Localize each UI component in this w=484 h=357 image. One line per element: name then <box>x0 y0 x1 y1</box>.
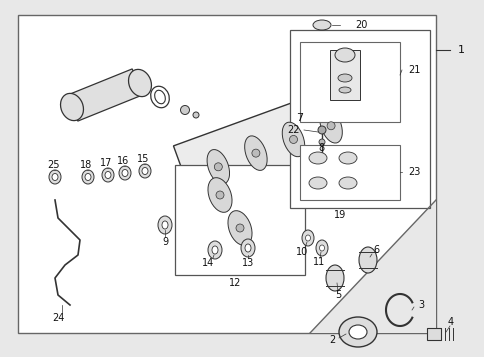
Ellipse shape <box>325 265 343 291</box>
Ellipse shape <box>193 112 198 118</box>
Ellipse shape <box>319 245 324 251</box>
Ellipse shape <box>302 230 313 246</box>
Bar <box>300 145 399 200</box>
Ellipse shape <box>49 170 61 184</box>
Ellipse shape <box>162 221 167 229</box>
Ellipse shape <box>338 177 356 189</box>
Ellipse shape <box>326 122 334 130</box>
Ellipse shape <box>60 94 83 121</box>
Ellipse shape <box>334 48 354 62</box>
Text: 15: 15 <box>136 154 149 164</box>
Ellipse shape <box>212 246 217 254</box>
Ellipse shape <box>308 152 326 164</box>
Ellipse shape <box>338 152 356 164</box>
Ellipse shape <box>207 150 229 184</box>
Text: 7: 7 <box>296 113 303 123</box>
Ellipse shape <box>215 191 224 199</box>
Ellipse shape <box>305 151 313 159</box>
Text: 20: 20 <box>354 20 366 30</box>
Text: 14: 14 <box>201 258 213 268</box>
Ellipse shape <box>318 126 325 134</box>
Ellipse shape <box>289 135 297 144</box>
Text: 5: 5 <box>334 290 340 300</box>
Text: 12: 12 <box>228 278 241 288</box>
Ellipse shape <box>319 109 342 143</box>
Ellipse shape <box>312 20 330 30</box>
Bar <box>426 328 440 340</box>
Text: 25: 25 <box>46 160 59 170</box>
Text: 13: 13 <box>242 258 254 268</box>
Text: 6: 6 <box>372 245 378 255</box>
Ellipse shape <box>305 235 310 241</box>
Ellipse shape <box>337 74 351 82</box>
Ellipse shape <box>338 87 350 93</box>
Ellipse shape <box>308 177 326 189</box>
Ellipse shape <box>105 171 111 178</box>
Ellipse shape <box>338 317 376 347</box>
Bar <box>300 42 399 122</box>
Text: 21: 21 <box>407 65 420 75</box>
Bar <box>175 165 304 275</box>
Text: 4: 4 <box>447 317 453 327</box>
Ellipse shape <box>227 211 252 245</box>
Text: 17: 17 <box>100 158 112 168</box>
Ellipse shape <box>82 170 94 184</box>
Ellipse shape <box>128 69 151 97</box>
Ellipse shape <box>214 163 222 171</box>
Bar <box>329 50 359 100</box>
Text: 16: 16 <box>117 156 129 166</box>
Ellipse shape <box>208 178 231 212</box>
Ellipse shape <box>348 325 366 339</box>
Text: 2: 2 <box>329 335 335 345</box>
Ellipse shape <box>244 244 251 252</box>
Text: 19: 19 <box>333 210 346 220</box>
Ellipse shape <box>139 164 151 178</box>
Ellipse shape <box>102 168 114 182</box>
Ellipse shape <box>52 174 58 181</box>
Text: 1: 1 <box>457 45 464 55</box>
Text: 23: 23 <box>407 167 420 177</box>
Bar <box>289 30 429 208</box>
Text: 22: 22 <box>287 125 300 135</box>
Text: 24: 24 <box>52 313 64 323</box>
Text: 18: 18 <box>80 160 92 170</box>
Ellipse shape <box>122 170 128 176</box>
Text: 11: 11 <box>312 257 324 267</box>
Ellipse shape <box>85 174 91 181</box>
Ellipse shape <box>236 224 243 232</box>
Ellipse shape <box>142 167 148 175</box>
Text: 10: 10 <box>295 247 307 257</box>
Ellipse shape <box>180 106 189 115</box>
Ellipse shape <box>316 240 327 256</box>
Polygon shape <box>309 200 435 333</box>
Ellipse shape <box>119 166 131 180</box>
Text: 3: 3 <box>417 300 423 310</box>
Ellipse shape <box>251 149 259 157</box>
Ellipse shape <box>358 247 376 273</box>
Bar <box>67 69 142 121</box>
Ellipse shape <box>208 241 222 259</box>
Ellipse shape <box>318 139 324 145</box>
Ellipse shape <box>282 122 304 157</box>
Ellipse shape <box>241 239 255 257</box>
Text: 8: 8 <box>318 143 323 153</box>
Ellipse shape <box>244 136 267 170</box>
Bar <box>18 15 435 333</box>
Text: 9: 9 <box>162 237 168 247</box>
Bar <box>173 84 366 212</box>
Ellipse shape <box>158 216 172 234</box>
